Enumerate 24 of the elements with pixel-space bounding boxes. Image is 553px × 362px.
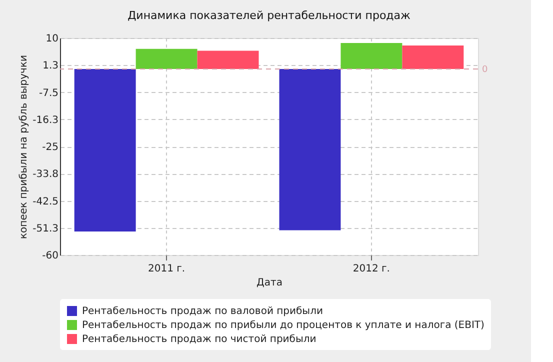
bar [136,48,198,69]
legend-label: Рентабельность продаж по прибыли до процентов к уплате и налога (EBIT) [82,320,485,331]
y-tick-label: -33.8 [32,169,58,180]
bar [340,42,402,69]
y-tick-label: -16.3 [32,114,58,126]
bar [74,69,136,232]
y-tick-label: -7.5 [38,88,58,99]
y-tick-label: -51.3 [32,223,58,234]
y-tick-label: 1.3 [42,60,58,72]
y-tick-label: 10 [46,34,58,44]
bar [279,69,341,230]
x-tick-label: 2012 г. [352,264,390,274]
y-tick-label: -25 [42,142,58,153]
legend-label: Рентабельность продаж по валовой прибыли [82,306,323,317]
ref-line-label: 0 [482,65,488,75]
bar [197,50,259,69]
chart-title: Динамика показателей рентабельности продаж [128,9,411,22]
x-tick-label: 2011 г. [148,264,186,274]
y-axis-title: копеек прибыли на рубль выручки [18,55,30,239]
y-tick-label: -60 [42,250,58,262]
y-tick-label: -42.5 [32,196,58,208]
bar [402,45,464,69]
x-axis-title: Дата [256,278,282,288]
legend-label: Рентабельность продаж по чистой прибыли [82,334,316,345]
